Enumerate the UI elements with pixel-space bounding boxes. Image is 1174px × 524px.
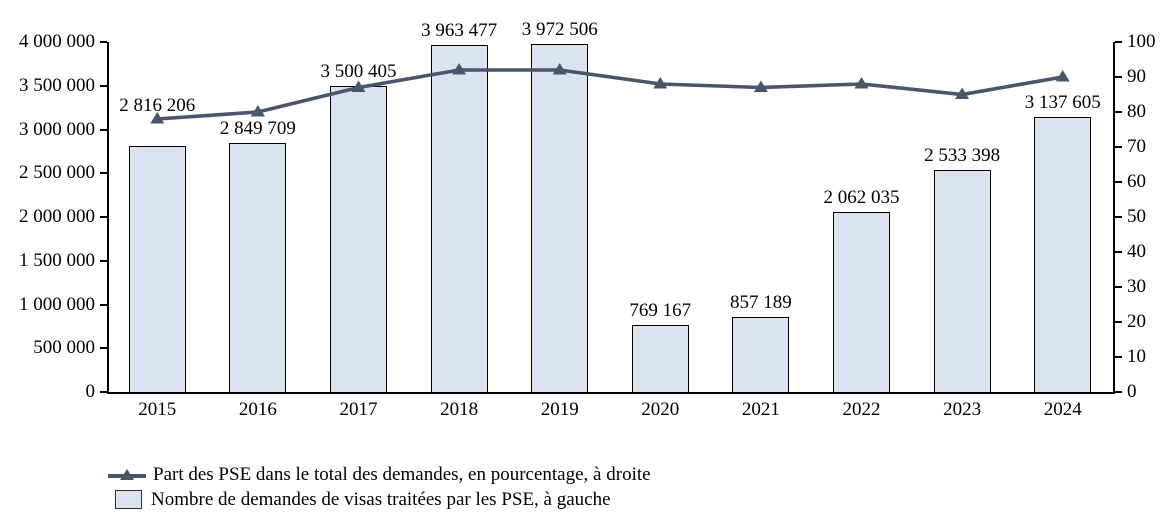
y-axis-left-tick bbox=[100, 391, 107, 393]
triangle-marker-icon bbox=[250, 105, 265, 117]
triangle-marker-icon bbox=[753, 80, 768, 92]
bar-swatch-icon bbox=[115, 490, 142, 509]
bar-value-label: 3 500 405 bbox=[320, 60, 397, 82]
bar-value-label: 3 972 506 bbox=[521, 19, 598, 41]
y-axis-right-tick-label: 100 bbox=[1127, 31, 1156, 52]
x-axis-label-2023: 2023 bbox=[943, 399, 982, 420]
y-axis-right bbox=[1113, 42, 1115, 392]
legend-line-label: Part des PSE dans le total des demandes,… bbox=[153, 463, 651, 485]
y-axis-left-tick bbox=[100, 347, 107, 350]
bar-2018 bbox=[430, 45, 488, 393]
x-axis bbox=[107, 392, 1115, 394]
x-axis-label-2022: 2022 bbox=[842, 399, 881, 420]
y-axis-left-tick bbox=[100, 172, 107, 175]
y-axis-right-tick-label: 30 bbox=[1127, 276, 1146, 297]
y-axis-right-tick bbox=[1114, 216, 1122, 218]
y-axis-left-tick bbox=[100, 259, 107, 262]
bar-2024 bbox=[1034, 117, 1092, 393]
y-axis-right-tick bbox=[1114, 286, 1122, 288]
line-marker-icon bbox=[108, 468, 146, 480]
y-axis-left bbox=[107, 42, 109, 392]
legend-bar-label: Nombre de demandes de visas traitées par… bbox=[151, 488, 611, 510]
legend-item-bar: Nombre de demandes de visas traitées par… bbox=[108, 487, 651, 512]
chart-legend: Part des PSE dans le total des demandes,… bbox=[108, 462, 651, 512]
bar-2021 bbox=[732, 316, 790, 393]
triangle-marker-icon bbox=[653, 77, 668, 89]
bar-2020 bbox=[631, 324, 689, 393]
y-axis-right-tick-label: 90 bbox=[1127, 66, 1146, 87]
bar-2022 bbox=[833, 211, 890, 393]
bar-2017 bbox=[330, 85, 387, 393]
x-axis-label-2020: 2020 bbox=[641, 399, 680, 420]
x-axis-label-2017: 2017 bbox=[339, 399, 378, 420]
y-axis-right-tick bbox=[1114, 76, 1122, 78]
y-axis-left-tick-label: 500 000 bbox=[33, 337, 95, 359]
y-axis-right-tick-label: 0 bbox=[1127, 381, 1137, 402]
bar-2015 bbox=[128, 145, 186, 393]
bar-value-label: 3 137 605 bbox=[1024, 92, 1101, 114]
y-axis-left-tick bbox=[100, 84, 107, 87]
y-axis-right-tick-label: 60 bbox=[1127, 171, 1146, 192]
y-axis-right-tick bbox=[1114, 146, 1122, 148]
bar-value-label: 3 963 477 bbox=[421, 20, 498, 42]
triangle-marker-icon bbox=[955, 87, 970, 99]
y-axis-right-tick-label: 70 bbox=[1127, 136, 1146, 157]
y-axis-left-tick-label: 4 000 000 bbox=[19, 31, 95, 52]
y-axis-right-tick bbox=[1114, 111, 1122, 113]
triangle-marker-icon bbox=[1055, 70, 1070, 82]
x-axis-label-2019: 2019 bbox=[540, 399, 579, 420]
y-axis-right-tick-label: 80 bbox=[1127, 101, 1146, 122]
y-axis-left-tick bbox=[100, 41, 107, 43]
y-axis-left-tick-label: 3 500 000 bbox=[19, 74, 95, 96]
y-axis-right-tick-label: 50 bbox=[1127, 206, 1146, 227]
y-axis-right-tick bbox=[1114, 41, 1122, 43]
bar-value-label: 2 816 206 bbox=[119, 94, 196, 116]
y-axis-left-tick-label: 1 500 000 bbox=[19, 249, 95, 271]
y-axis-left-tick bbox=[100, 216, 107, 218]
y-axis-left-tick bbox=[100, 128, 107, 131]
triangle-marker-icon bbox=[854, 77, 869, 89]
y-axis-left-tick-label: 0 bbox=[85, 381, 96, 402]
x-axis-label-2018: 2018 bbox=[440, 399, 479, 420]
bar-2019 bbox=[531, 44, 589, 393]
bar-value-label: 2 062 035 bbox=[823, 186, 900, 208]
x-axis-label-2021: 2021 bbox=[741, 399, 780, 420]
y-axis-right-tick bbox=[1114, 181, 1122, 183]
bar-value-label: 2 533 398 bbox=[924, 145, 1001, 167]
bar-value-label: 857 189 bbox=[730, 291, 792, 313]
y-axis-left-tick bbox=[100, 303, 107, 306]
y-axis-right-tick bbox=[1114, 391, 1122, 393]
legend-item-line: Part des PSE dans le total des demandes,… bbox=[108, 462, 651, 487]
y-axis-left-tick-label: 3 000 000 bbox=[19, 118, 95, 140]
x-axis-label-2015: 2015 bbox=[138, 399, 177, 420]
y-axis-left-tick-label: 2 500 000 bbox=[19, 162, 95, 184]
bar-value-label: 769 167 bbox=[629, 299, 692, 321]
bar-2016 bbox=[229, 142, 287, 393]
x-axis-label-2024: 2024 bbox=[1043, 399, 1082, 420]
y-axis-right-tick-label: 10 bbox=[1127, 346, 1146, 367]
y-axis-right-tick bbox=[1114, 251, 1122, 253]
y-axis-right-tick bbox=[1114, 356, 1122, 358]
x-axis-label-2016: 2016 bbox=[238, 399, 277, 420]
bar-value-label: 2 849 709 bbox=[219, 117, 296, 139]
y-axis-left-tick-label: 1 000 000 bbox=[19, 293, 95, 315]
y-axis-right-tick-label: 20 bbox=[1127, 311, 1146, 332]
bar-2023 bbox=[933, 170, 991, 393]
y-axis-right-tick bbox=[1114, 321, 1122, 323]
y-axis-left-tick-label: 2 000 000 bbox=[19, 206, 95, 227]
y-axis-right-tick-label: 40 bbox=[1127, 241, 1146, 262]
